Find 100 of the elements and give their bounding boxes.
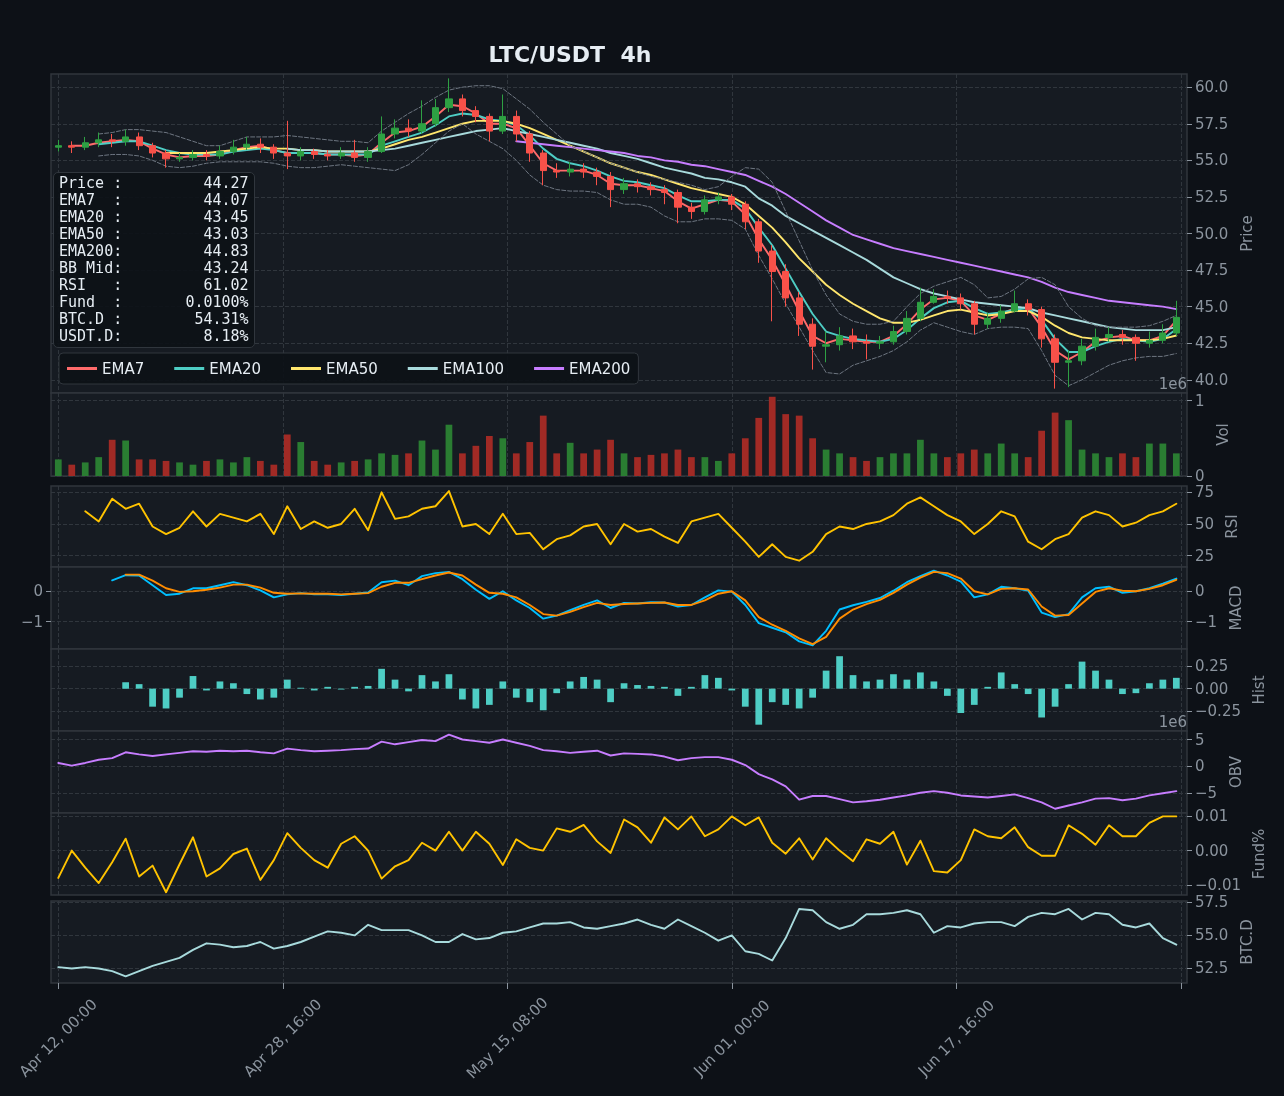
y-tick-label: −5 [1195, 783, 1218, 802]
bar [243, 457, 251, 476]
bar [539, 415, 547, 476]
candlestick [984, 312, 991, 330]
y-tick-label: 40.0 [1195, 370, 1229, 389]
bar [1132, 457, 1140, 476]
y-tick-label: 5 [1195, 730, 1205, 749]
candlestick [445, 77, 453, 113]
bar [741, 688, 749, 707]
bar [230, 683, 237, 689]
candlestick [863, 333, 870, 360]
bar [997, 443, 1005, 476]
bar [1105, 457, 1113, 476]
candlestick [216, 145, 224, 160]
bar [176, 462, 183, 476]
candlestick [189, 149, 197, 161]
candlestick [647, 181, 655, 196]
bar [283, 679, 291, 689]
bar [957, 688, 965, 713]
y-tick-label: 0 [1195, 467, 1205, 485]
legend-label: EMA50 [325, 359, 378, 378]
bar [405, 453, 412, 476]
bar [930, 681, 938, 689]
candlestick [634, 178, 641, 194]
bar [1159, 679, 1167, 689]
line-series [57, 815, 1178, 894]
candlestick [1132, 333, 1140, 362]
line-series [515, 140, 1178, 311]
bar [903, 453, 911, 476]
bar [310, 460, 318, 476]
bar [1159, 443, 1167, 476]
bar [1011, 684, 1019, 689]
bar [526, 442, 534, 476]
bar [768, 396, 776, 476]
bar [526, 688, 534, 703]
candlestick [1159, 323, 1166, 344]
bar [620, 683, 628, 689]
bar [984, 453, 992, 476]
candlestick [674, 189, 682, 224]
candlestick [701, 194, 708, 215]
candlestick [755, 218, 762, 264]
bar [149, 459, 156, 476]
candlestick [620, 177, 628, 195]
bar [364, 685, 372, 689]
candlestick [957, 293, 964, 311]
candlestick [109, 133, 116, 148]
candlestick [607, 171, 614, 208]
bar [324, 464, 332, 476]
bar [701, 457, 709, 476]
bar [1024, 688, 1032, 695]
bar [512, 688, 520, 698]
bar [1065, 684, 1072, 689]
candlestick [1051, 333, 1059, 390]
y-tick-label: 50.0 [1195, 224, 1229, 243]
bar [553, 688, 561, 694]
y-tick-label: 0 [1195, 757, 1205, 776]
bar [445, 674, 453, 689]
bar [661, 453, 668, 476]
candlestick [68, 140, 75, 154]
annotation: EMA20 : 43.45 [59, 208, 249, 226]
bar [782, 414, 790, 476]
y-tick-label: −0.25 [1195, 702, 1241, 721]
bar [256, 460, 264, 476]
y-tick-label: 1 [1195, 391, 1205, 410]
bar [432, 681, 439, 689]
candlestick [782, 263, 789, 308]
candlestick [1092, 328, 1099, 352]
candlestick [176, 152, 183, 163]
bar [256, 688, 264, 700]
bar [782, 688, 790, 705]
bar [216, 681, 224, 689]
candlestick [149, 142, 156, 158]
candlestick [944, 290, 951, 305]
candlestick [661, 184, 668, 205]
candlestick [1078, 338, 1086, 366]
bar [539, 688, 547, 711]
candlestick [472, 105, 479, 123]
bar [997, 672, 1005, 689]
bar [741, 438, 749, 476]
bar [378, 453, 385, 476]
bar [647, 685, 655, 689]
line-series [57, 907, 1178, 978]
bar [970, 688, 978, 705]
bar [943, 457, 951, 476]
candlestick [297, 146, 304, 161]
legend-label: EMA100 [442, 359, 505, 378]
bar [512, 453, 520, 476]
bar [1024, 457, 1032, 476]
bar [1119, 453, 1126, 476]
bar [809, 438, 816, 476]
bar [728, 453, 736, 476]
y-tick-label: 0.00 [1195, 841, 1229, 860]
candlestick [1119, 329, 1126, 346]
candlestick [971, 300, 978, 335]
candlestick [728, 193, 735, 211]
bar [755, 417, 763, 476]
bar [351, 460, 359, 476]
bar [230, 462, 237, 476]
bar [1092, 453, 1099, 476]
bar [566, 681, 574, 689]
